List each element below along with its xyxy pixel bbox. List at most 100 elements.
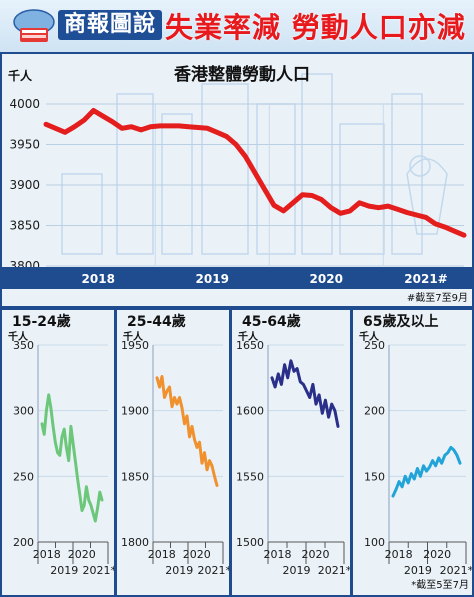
data-point — [406, 211, 408, 214]
data-point — [419, 475, 421, 477]
data-point — [280, 383, 282, 385]
data-point — [377, 207, 380, 209]
data-point — [306, 390, 308, 392]
data-point — [432, 460, 434, 462]
data-point — [453, 449, 455, 451]
x-tick-label: 2021* — [83, 564, 115, 577]
data-point — [214, 475, 215, 477]
data-point — [244, 156, 247, 158]
chart-15-24-panel: 15-24歲 千人 200 250 300 350 2018 2020 2019 2021* — [2, 310, 114, 595]
data-point — [184, 423, 185, 425]
data-point — [149, 126, 152, 128]
series-line — [391, 445, 462, 498]
x-tick-label: 2020 — [423, 548, 451, 561]
small-unit-label: 千人 — [359, 330, 380, 343]
data-point — [171, 406, 173, 408]
data-point — [97, 507, 99, 509]
y-tick-label: 1800 — [121, 536, 149, 549]
data-point — [263, 188, 266, 190]
data-point — [45, 410, 47, 412]
data-point — [290, 360, 292, 362]
data-point — [72, 443, 74, 444]
y-tick-label: 1900 — [121, 405, 149, 418]
data-point — [176, 403, 178, 405]
data-point — [321, 412, 323, 414]
data-point — [444, 454, 446, 456]
data-point — [415, 214, 418, 216]
data-point — [312, 383, 314, 385]
data-point — [121, 127, 123, 129]
data-point — [48, 394, 50, 396]
data-point — [81, 509, 83, 511]
data-point — [324, 399, 326, 401]
data-point — [395, 488, 397, 490]
data-point — [41, 423, 43, 425]
data-point — [398, 481, 400, 483]
chart-25-44-panel: 25-44歲 千人 1800 1850 1900 1950 2018 2020 2019 2021… — [117, 310, 229, 595]
small-chart-title: 45-64歲 — [242, 313, 301, 330]
x-tick-label: 2021# — [404, 272, 447, 286]
data-point — [368, 205, 370, 207]
data-point — [387, 205, 389, 207]
data-point — [92, 512, 94, 514]
data-point — [463, 234, 465, 236]
data-point — [166, 390, 168, 392]
main-grid — [46, 103, 464, 267]
data-point — [63, 428, 65, 430]
data-point — [156, 377, 158, 379]
data-point — [174, 397, 175, 399]
series-line — [40, 393, 104, 523]
data-point — [92, 109, 95, 112]
data-point — [441, 462, 443, 464]
small-chart-title: 15-24歲 — [12, 313, 71, 330]
data-point — [70, 425, 72, 427]
data-point — [401, 486, 403, 488]
data-point — [311, 194, 313, 197]
small-chart-title: 65歲及以上 — [363, 313, 438, 330]
data-point — [299, 381, 301, 383]
data-point — [456, 454, 458, 456]
x-tick-label: 2019 — [165, 564, 193, 577]
data-point — [199, 441, 200, 443]
x-tick-label: 2018 — [82, 272, 115, 286]
data-point — [59, 454, 61, 456]
data-point — [45, 123, 47, 125]
newspaper-logo-icon — [13, 9, 55, 42]
data-point — [284, 364, 286, 366]
data-point — [85, 486, 87, 488]
data-point — [159, 125, 161, 127]
data-point — [65, 446, 67, 448]
data-point — [282, 210, 285, 212]
y-tick-label: 3900 — [9, 178, 40, 192]
data-point — [50, 407, 52, 409]
x-tick-label: 2019 — [50, 564, 78, 577]
data-point — [235, 143, 237, 146]
data-point — [168, 125, 171, 127]
y-tick-label: 300 — [13, 405, 34, 418]
data-point — [161, 376, 163, 378]
series-line — [270, 359, 340, 428]
data-point — [293, 370, 295, 372]
data-point — [197, 126, 199, 129]
data-point — [186, 415, 188, 417]
data-point — [73, 126, 76, 128]
data-point — [111, 121, 114, 123]
data-point — [274, 386, 276, 388]
data-point — [88, 499, 90, 501]
x-tick-label: 2021* — [440, 564, 472, 577]
data-point — [102, 115, 104, 117]
data-point — [315, 403, 317, 405]
data-point — [159, 386, 160, 388]
data-point — [450, 446, 452, 448]
small-unit-label: 千人 — [123, 330, 144, 343]
small-chart-title: 25-44歲 — [127, 313, 186, 330]
data-point — [43, 433, 45, 435]
x-tick-label: 2019 — [404, 564, 432, 577]
main-x-axis: 2018 2019 2020 2021# — [82, 272, 448, 286]
data-point — [169, 386, 170, 388]
data-point — [337, 425, 339, 427]
